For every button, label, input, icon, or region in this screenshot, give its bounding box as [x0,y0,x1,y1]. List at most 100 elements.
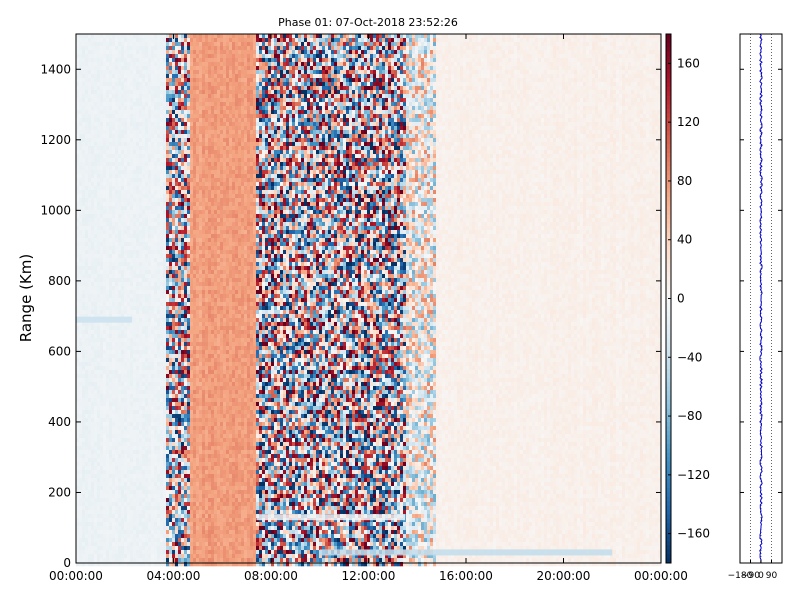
heatmap-cell [100,250,104,255]
heatmap-cell [118,286,122,291]
heatmap-cell [160,542,164,547]
heatmap-cell [148,458,152,463]
heatmap-cell [157,210,161,215]
heatmap-cell [106,366,110,371]
heatmap-cell [145,274,149,279]
heatmap-cell [130,166,134,171]
heatmap-cell [145,46,149,51]
heatmap-cell [145,378,149,383]
heatmap-cell [169,490,173,495]
heatmap-cell [136,434,140,439]
heatmap-cell [160,58,164,63]
heatmap-cell [91,222,95,227]
heatmap-cell [109,478,113,483]
heatmap-cell [103,246,107,251]
heatmap-cell [106,118,110,123]
heatmap-cell [157,98,161,103]
heatmap-cell [94,382,98,387]
heatmap-cell [169,422,173,427]
heatmap-cell [154,178,158,183]
heatmap-cell [166,326,170,331]
heatmap-cell [130,422,134,427]
heatmap-cell [172,394,176,399]
heatmap-cell [85,130,89,135]
heatmap-cell [148,262,152,267]
heatmap-cell [124,70,128,75]
heatmap-cell [136,186,140,191]
heatmap-cell [130,326,134,331]
heatmap-cell [136,138,140,143]
heatmap-cell [130,510,134,515]
heatmap-cell [160,302,164,307]
heatmap-cell [85,542,89,547]
heatmap-cell [124,514,128,519]
heatmap-cell [94,286,98,291]
heatmap-cell [115,470,119,475]
heatmap-cell [154,502,158,507]
heatmap-cell [175,242,179,247]
heatmap-cell [97,330,101,335]
heatmap-cell [130,290,134,295]
heatmap-cell [88,82,92,87]
heatmap-cell [184,558,188,563]
heatmap-cell [79,58,83,63]
heatmap-cell [94,422,98,427]
heatmap-cell [157,226,161,231]
heatmap-cell [160,274,164,279]
heatmap-cell [112,234,116,239]
heatmap-cell [142,494,146,499]
heatmap-cell [130,346,134,351]
heatmap-cell [157,378,161,383]
heatmap-cell [145,114,149,119]
heatmap-cell [103,414,107,419]
heatmap-cell [178,110,182,115]
heatmap-cell [142,438,146,443]
heatmap-cell [187,82,191,87]
heatmap-cell [133,366,137,371]
heatmap-cell [160,86,164,91]
heatmap-cell [76,242,80,247]
heatmap-cell [151,158,155,163]
heatmap-cell [145,242,149,247]
heatmap-cell [172,62,176,67]
heatmap-cell [175,238,179,243]
heatmap-cell [181,354,185,359]
heatmap-cell [178,370,182,375]
heatmap-cell [91,194,95,199]
heatmap-cell [160,430,164,435]
heatmap-cell [79,446,83,451]
heatmap-cell [106,306,110,311]
heatmap-cell [121,246,125,251]
heatmap-cell [112,454,116,459]
heatmap-cell [82,58,86,63]
heatmap-cell [151,42,155,47]
heatmap-cell [127,402,131,407]
heatmap-cell [82,490,86,495]
heatmap-cell [130,482,134,487]
heatmap-cell [160,230,164,235]
heatmap-cell [76,170,80,175]
heatmap-cell [124,194,128,199]
heatmap-cell [82,338,86,343]
heatmap-cell [172,174,176,179]
heatmap-cell [169,486,173,491]
heatmap-cell [172,82,176,87]
heatmap-cell [118,410,122,415]
heatmap-cell [79,102,83,107]
heatmap-cell [112,78,116,83]
heatmap-cell [130,374,134,379]
heatmap-cell [118,222,122,227]
heatmap-cell [103,226,107,231]
heatmap-cell [145,230,149,235]
heatmap-cell [142,270,146,275]
heatmap-cell [169,350,173,355]
heatmap-cell [133,142,137,147]
heatmap-cell [178,546,182,551]
heatmap-cell [169,206,173,211]
heatmap-cell [85,562,89,567]
heatmap-cell [154,234,158,239]
heatmap-cell [115,346,119,351]
heatmap-cell [166,510,170,515]
heatmap-cell [178,74,182,79]
heatmap-cell [166,110,170,115]
